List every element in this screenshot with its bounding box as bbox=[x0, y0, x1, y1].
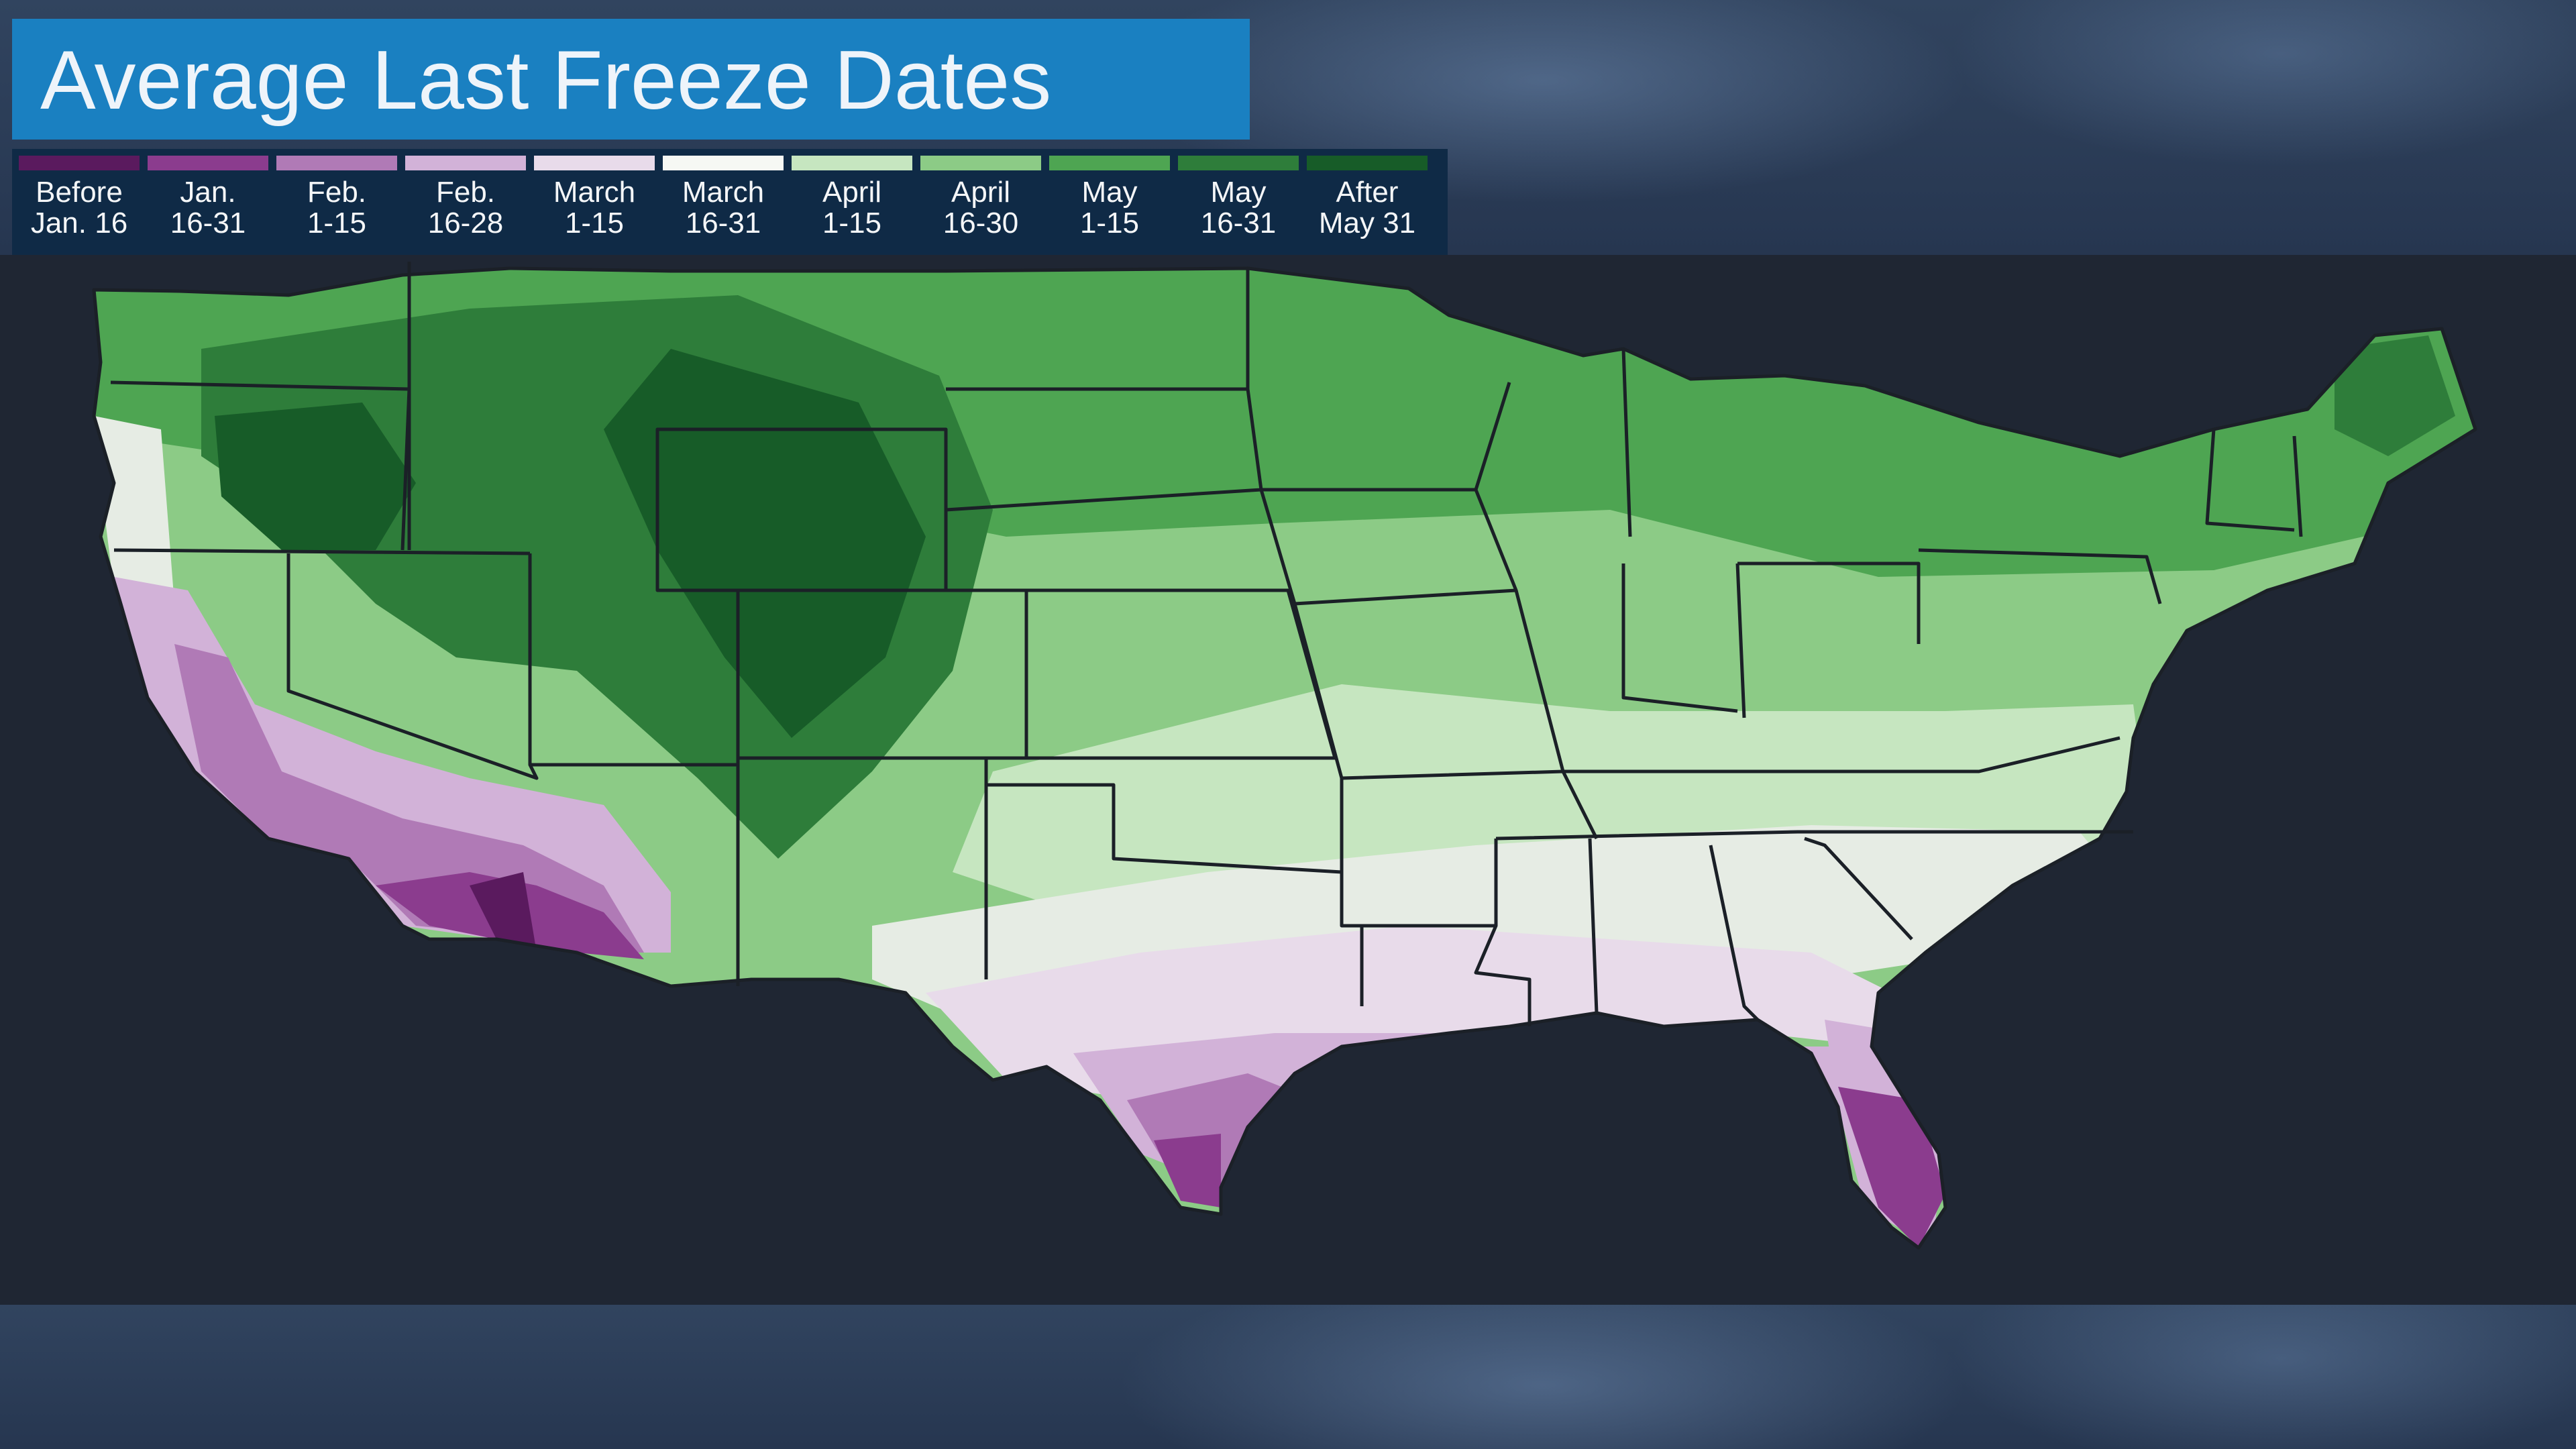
legend-label-line2: 1-15 bbox=[1079, 207, 1140, 239]
legend-label: March 16-31 bbox=[663, 177, 784, 239]
legend-swatch bbox=[405, 156, 526, 170]
legend-label-line1: May bbox=[1081, 176, 1138, 209]
legend-item: March 16-31 bbox=[663, 156, 784, 250]
legend-label: Before Jan. 16 bbox=[19, 177, 140, 239]
legend-label-line1: Feb. bbox=[435, 176, 496, 209]
legend-swatch bbox=[534, 156, 655, 170]
legend-label-line2: 16-31 bbox=[685, 207, 761, 239]
legend-label-line2: 1-15 bbox=[307, 207, 367, 239]
zone-feb-1-15-california bbox=[174, 644, 644, 953]
legend-label-line1: April bbox=[822, 176, 882, 209]
legend-label-line1: Jan. bbox=[180, 176, 236, 209]
legend-label-line1: March bbox=[682, 176, 765, 209]
legend-label-line2: 16-31 bbox=[1200, 207, 1277, 239]
legend-label: May 1-15 bbox=[1049, 177, 1170, 239]
legend-label-line1: April bbox=[951, 176, 1011, 209]
legend-label-line2: May 31 bbox=[1318, 207, 1416, 239]
zone-after-may-31-wyoming bbox=[604, 349, 926, 738]
background-bottom bbox=[0, 1305, 2576, 1449]
legend-label-line1: May bbox=[1210, 176, 1267, 209]
legend-label-line1: After bbox=[1336, 176, 1399, 209]
title-banner: Average Last Freeze Dates bbox=[12, 19, 1250, 140]
legend-item: April 16-30 bbox=[920, 156, 1041, 250]
legend-label: After May 31 bbox=[1307, 177, 1428, 239]
legend-label: March 1-15 bbox=[534, 177, 655, 239]
legend-label: Feb. 1-15 bbox=[276, 177, 397, 239]
legend-label-line1: Feb. bbox=[307, 176, 367, 209]
legend-swatch bbox=[1178, 156, 1299, 170]
legend-item: March 1-15 bbox=[534, 156, 655, 250]
state-borders bbox=[92, 262, 2477, 1250]
legend-label: April 16-30 bbox=[920, 177, 1041, 239]
legend-item: After May 31 bbox=[1307, 156, 1428, 250]
legend-label: April 1-15 bbox=[792, 177, 912, 239]
legend-swatch bbox=[792, 156, 912, 170]
legend-label-line1: March bbox=[553, 176, 636, 209]
legend-swatch bbox=[920, 156, 1041, 170]
legend-item: May 16-31 bbox=[1178, 156, 1299, 250]
legend-label-line2: 16-31 bbox=[170, 207, 246, 239]
legend-label: May 16-31 bbox=[1178, 177, 1299, 239]
legend-item: Jan. 16-31 bbox=[148, 156, 268, 250]
legend-swatch bbox=[19, 156, 140, 170]
zone-after-may-31-oregon bbox=[215, 402, 416, 550]
legend-item: May 1-15 bbox=[1049, 156, 1170, 250]
legend-item: April 1-15 bbox=[792, 156, 912, 250]
legend-swatch bbox=[663, 156, 784, 170]
legend-swatch bbox=[1049, 156, 1170, 170]
legend-label-line2: 16-28 bbox=[427, 207, 504, 239]
legend-item: Feb. 16-28 bbox=[405, 156, 526, 250]
legend-label-line2: 16-30 bbox=[943, 207, 1019, 239]
legend-item: Feb. 1-15 bbox=[276, 156, 397, 250]
legend-label-line2: 1-15 bbox=[822, 207, 882, 239]
legend-label: Feb. 16-28 bbox=[405, 177, 526, 239]
legend-label: Jan. 16-31 bbox=[148, 177, 268, 239]
zone-after-may-31-maine bbox=[2334, 335, 2455, 456]
legend-swatch bbox=[1307, 156, 1428, 170]
legend-label-line2: 1-15 bbox=[564, 207, 625, 239]
freeze-zones bbox=[94, 268, 2475, 1248]
legend-swatch bbox=[148, 156, 268, 170]
zone-jan-16-31-texas bbox=[1154, 1134, 1221, 1208]
legend: Before Jan. 16 Jan. 16-31 Feb. 1-15 Feb. 16-28 M… bbox=[12, 149, 1448, 255]
legend-swatch bbox=[276, 156, 397, 170]
zone-before-jan-16-arizona bbox=[470, 872, 537, 953]
legend-item: Before Jan. 16 bbox=[19, 156, 140, 250]
page-title: Average Last Freeze Dates bbox=[40, 34, 1052, 127]
zone-jan-16-31-florida bbox=[1838, 1087, 1945, 1248]
legend-label-line1: Before bbox=[36, 176, 123, 209]
legend-label-line2: Jan. 16 bbox=[30, 207, 128, 239]
